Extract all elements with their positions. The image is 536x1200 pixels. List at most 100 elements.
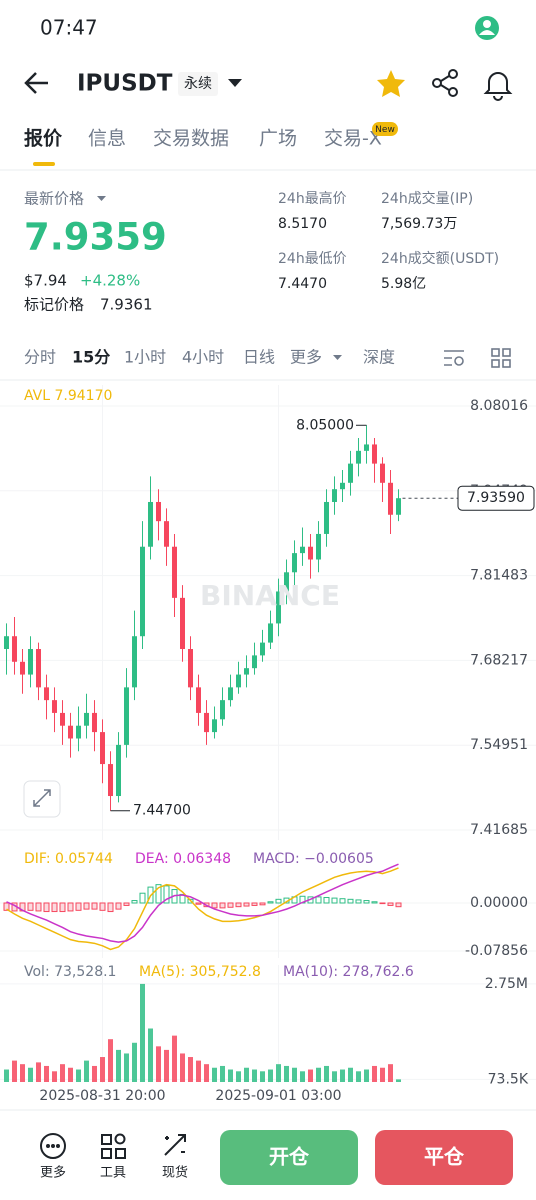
favorite-star[interactable] xyxy=(377,70,405,97)
interval[interactable]: 15分 xyxy=(72,348,110,367)
candle-body xyxy=(76,725,81,739)
volume-bar xyxy=(100,1057,105,1082)
candle-body xyxy=(292,553,297,573)
share-button[interactable] xyxy=(432,69,458,97)
toolbar-label[interactable]: 更多 xyxy=(40,1165,66,1181)
symbol-dropdown[interactable] xyxy=(228,79,242,87)
tab-bar: 报价 信息 交易数据 广场 交易-X xyxy=(24,127,382,150)
volume-bar xyxy=(76,1069,81,1082)
volume-bar xyxy=(276,1064,281,1082)
last-price-dropdown[interactable] xyxy=(97,196,106,201)
volume-legend: MA(10): 278,762.6 xyxy=(283,964,414,980)
macd-legend: DIF: 0.05744 xyxy=(24,851,113,867)
macd-bar xyxy=(243,902,250,907)
candle-body xyxy=(332,489,337,502)
candle-body xyxy=(372,444,377,464)
low-marker: 7.44700 xyxy=(133,803,191,819)
volume-bar xyxy=(60,1064,65,1082)
candle-body xyxy=(52,700,57,713)
macd-bar xyxy=(155,884,162,904)
macd-bar xyxy=(51,902,58,913)
tab[interactable]: 报价 xyxy=(24,127,63,150)
toolbar: 更多 工具 现货 xyxy=(40,1165,188,1181)
candle-body xyxy=(188,648,193,688)
active-tab-indicator xyxy=(33,162,55,166)
candle-body xyxy=(156,501,161,522)
macd-line xyxy=(6,863,399,943)
candle-body xyxy=(196,687,201,713)
y-tick-label: -0.07856 xyxy=(465,943,528,959)
candle-body xyxy=(340,482,345,490)
candle-body xyxy=(252,655,257,669)
contract-badge xyxy=(178,72,218,96)
status-time: 07:47 xyxy=(40,16,98,40)
y-tick-label: 2.75M xyxy=(485,976,528,992)
macd-bar xyxy=(227,902,234,908)
layout-button[interactable] xyxy=(491,348,511,368)
interval[interactable]: 1小时 xyxy=(124,348,166,367)
watermark: BINANCE xyxy=(200,579,340,612)
macd-bar xyxy=(323,896,330,904)
candle-body xyxy=(164,521,169,547)
volume-bar xyxy=(196,1060,201,1082)
volume-bar xyxy=(236,1071,241,1082)
interval[interactable]: 深度 xyxy=(363,348,395,367)
toolbar-label[interactable]: 现货 xyxy=(162,1165,188,1181)
volume-bar xyxy=(124,1053,129,1082)
macd-bar xyxy=(275,898,282,904)
notification-bell[interactable] xyxy=(483,72,513,101)
back-button[interactable] xyxy=(24,72,48,94)
volume-bar xyxy=(364,1069,369,1082)
interval-bar: 分时 15分 1小时 4小时 日线 更多 深度 xyxy=(24,348,395,367)
symbol[interactable]: IPUSDT xyxy=(77,71,173,97)
volume-bar xyxy=(228,1069,233,1082)
macd-bar xyxy=(387,902,394,906)
indicator-settings[interactable] xyxy=(444,350,464,366)
interval[interactable]: 分时 xyxy=(24,348,56,367)
candle-body xyxy=(12,636,17,662)
candle-body xyxy=(308,546,313,560)
macd-bar xyxy=(363,900,370,904)
candle-body xyxy=(84,712,89,726)
stat-label: 24h最低价 xyxy=(278,251,347,267)
tab[interactable]: 交易数据 xyxy=(153,128,229,150)
candle-body xyxy=(220,700,225,720)
open-button[interactable] xyxy=(220,1130,358,1185)
volume-bar xyxy=(396,1079,401,1082)
candle-body xyxy=(236,674,241,688)
volume-bar xyxy=(68,1067,73,1082)
candle-body xyxy=(212,719,217,733)
close-button-label: 平仓 xyxy=(424,1145,465,1169)
charts: 8.080167.947497.814837.682177.549517.416… xyxy=(0,385,536,1104)
more-dropdown[interactable] xyxy=(333,355,342,360)
volume-bar xyxy=(12,1060,17,1082)
volume-bar xyxy=(252,1069,257,1082)
candle-body xyxy=(204,712,209,733)
volume-bar xyxy=(332,1071,337,1082)
volume-bar xyxy=(84,1060,89,1082)
interval[interactable]: 4小时 xyxy=(182,348,224,367)
interval[interactable]: 日线 xyxy=(243,348,275,367)
close-button[interactable] xyxy=(375,1130,513,1185)
stat-value: 5.98亿 xyxy=(381,276,426,292)
volume-bar xyxy=(132,1042,137,1082)
volume-bar xyxy=(300,1071,305,1082)
candle-body xyxy=(324,501,329,534)
contract-type: 永续 xyxy=(184,75,212,92)
last-price-tag-text: 7.93590 xyxy=(467,490,525,506)
new-badge xyxy=(372,122,398,136)
candle-body xyxy=(260,642,265,656)
last-price-label: 最新价格 xyxy=(24,190,84,208)
toolbar-label[interactable]: 工具 xyxy=(100,1166,126,1181)
macd-bar xyxy=(67,902,74,912)
candle-body xyxy=(284,572,289,592)
tab[interactable]: 交易-X xyxy=(324,128,382,150)
tab[interactable]: 信息 xyxy=(88,128,126,150)
volume-bar xyxy=(292,1067,297,1082)
volume-bar xyxy=(324,1065,329,1082)
tab[interactable]: 广场 xyxy=(259,128,297,150)
macd-bar xyxy=(99,902,106,911)
interval[interactable]: 更多 xyxy=(290,348,322,367)
y-tick-label: 0.00000 xyxy=(470,895,528,911)
